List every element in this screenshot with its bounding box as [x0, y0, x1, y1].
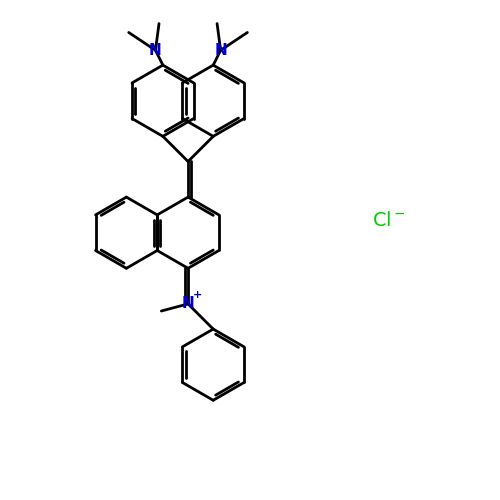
Text: N: N	[182, 296, 194, 312]
Text: Cl$^-$: Cl$^-$	[372, 211, 406, 230]
Text: N: N	[214, 43, 227, 58]
Text: +: +	[194, 290, 202, 300]
Text: N: N	[149, 43, 162, 58]
